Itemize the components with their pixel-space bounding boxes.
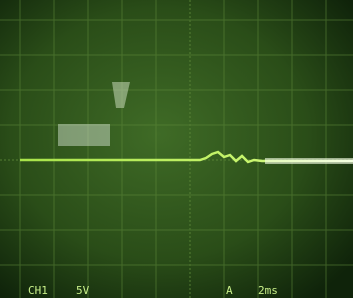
trigger-source: A: [226, 284, 233, 297]
time-per-div: 2ms: [258, 284, 278, 297]
trace-bloom: [265, 158, 353, 164]
page: {"readout": {"channel": "CH1", "volts_pe…: [0, 0, 353, 298]
volts-per-div: 5V: [76, 284, 90, 297]
screen-background: [0, 0, 353, 298]
glare: [58, 124, 110, 146]
channel-label: CH1: [28, 284, 48, 297]
oscilloscope-screen: CH1 5V A 2ms: [0, 0, 353, 298]
